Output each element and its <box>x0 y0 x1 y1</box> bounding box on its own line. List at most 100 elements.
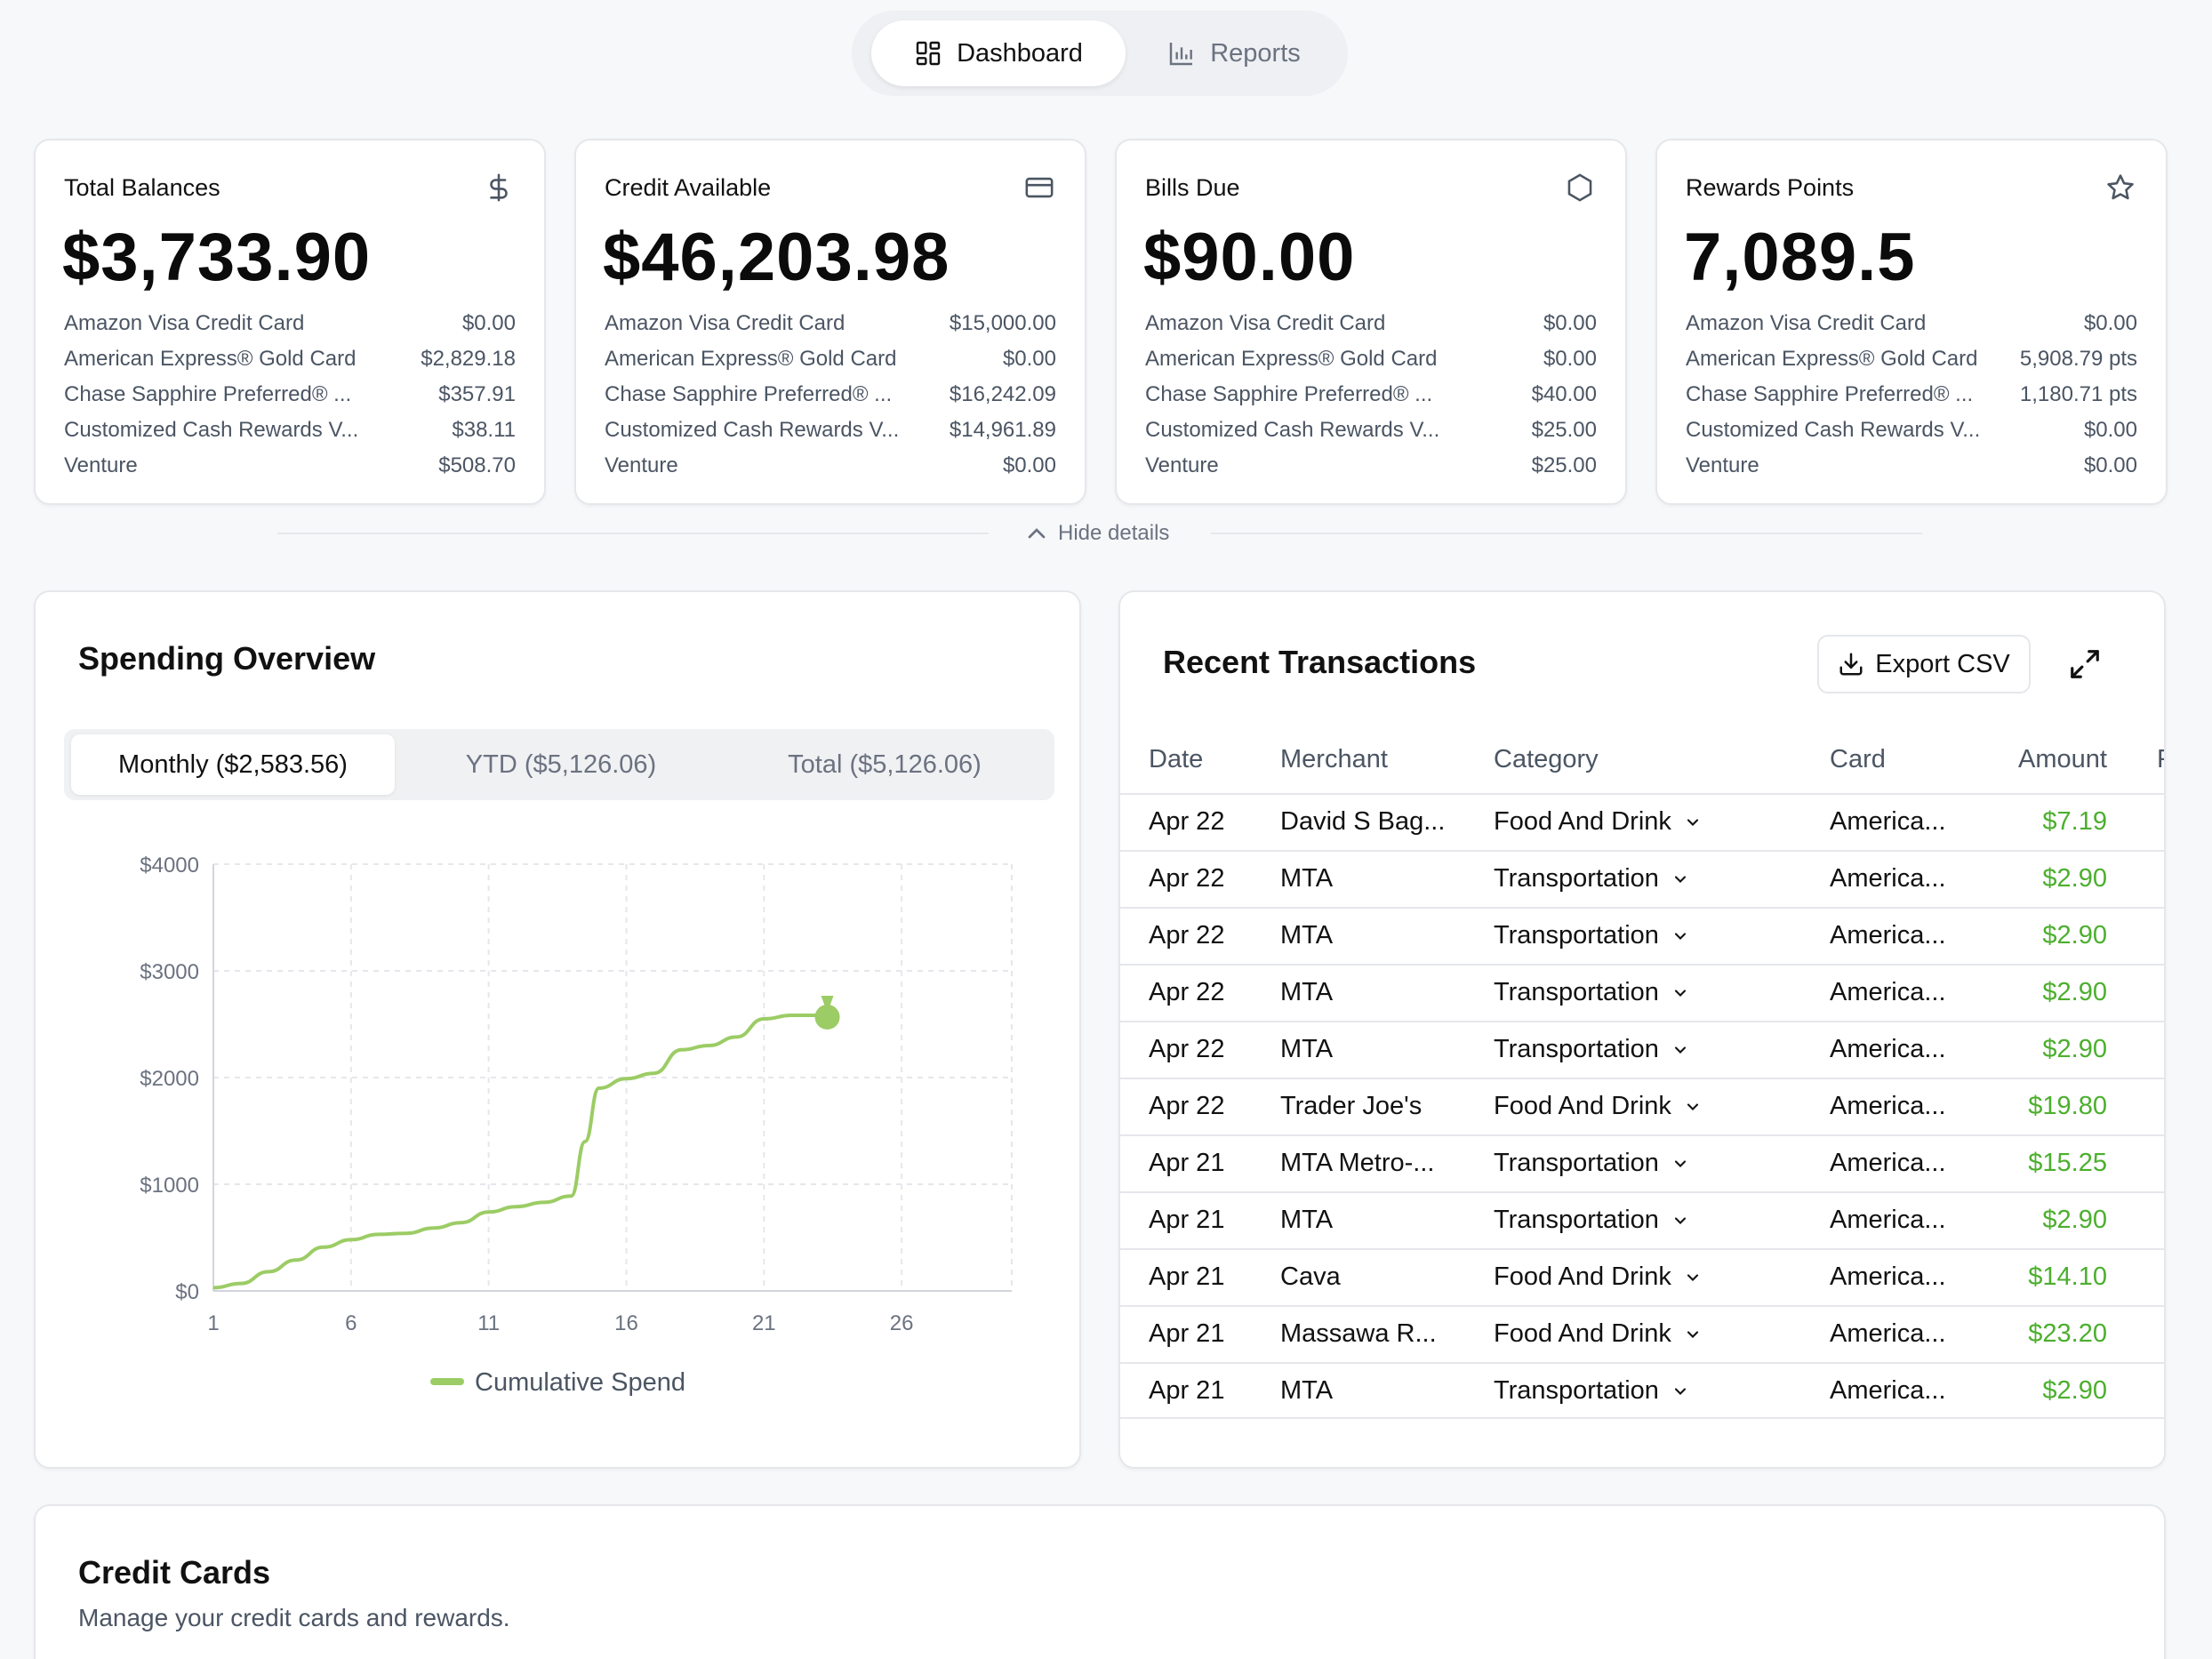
chevron-down-icon <box>1674 1387 1686 1395</box>
tx-category-select[interactable]: Food And Drink <box>1494 1262 1702 1292</box>
summary-row: Customized Cash Rewards V... $0.00 <box>1686 413 2137 448</box>
y-tick-label: $4000 <box>140 854 199 878</box>
table-row[interactable]: Apr 22 MTA Transportation America... $2.90 <box>1120 850 2164 907</box>
tx-amount: $2.90 <box>2042 1206 2107 1234</box>
table-row[interactable]: Apr 22 MTA Transportation America... $2.90 <box>1120 1021 2164 1078</box>
column-header-date[interactable]: Date <box>1149 745 1204 773</box>
expand-icon[interactable] <box>2068 647 2102 681</box>
card-name: American Express® Gold Card <box>1145 347 1438 371</box>
tx-date: Apr 22 <box>1149 1035 1225 1063</box>
table-row[interactable]: Apr 21 Massawa R... Food And Drink America.… <box>1120 1305 2164 1362</box>
card-amount: $40.00 <box>1531 382 1597 406</box>
tab-monthly[interactable]: Monthly ($2,583.56) <box>71 734 395 795</box>
tx-category-select[interactable]: Transportation <box>1494 1149 1689 1178</box>
table-row[interactable]: Apr 22 MTA Transportation America... $2.90 <box>1120 907 2164 964</box>
money-bag-icon <box>814 1004 840 1030</box>
tx-amount: $15.25 <box>2028 1149 2107 1177</box>
table-row[interactable]: Apr 21 MTA Transportation America... $2.90 <box>1120 1362 2164 1419</box>
column-header-card[interactable]: Card <box>1830 745 1886 773</box>
recent-transactions-title: Recent Transactions <box>1163 644 1477 680</box>
tx-category-select[interactable]: Food And Drink <box>1494 1092 1702 1121</box>
tx-card: America... <box>1830 807 1946 836</box>
tx-merchant: MTA <box>1280 1035 1334 1063</box>
table-row[interactable]: Apr 22 David S Bag... Food And Drink Americ… <box>1120 793 2164 850</box>
column-header-category[interactable]: Category <box>1494 745 1599 773</box>
summary-card-value: $46,203.98 <box>603 220 950 295</box>
card-name: Venture <box>64 453 138 477</box>
chevron-down-icon <box>1674 1216 1686 1224</box>
tab-total[interactable]: Total ($5,126.06) <box>788 749 982 779</box>
tx-card: America... <box>1830 1092 1946 1120</box>
transactions-table-header: Date Merchant Category Card Amount F <box>1120 734 2164 788</box>
tx-merchant: MTA <box>1280 978 1334 1006</box>
tx-card: America... <box>1830 1319 1946 1348</box>
card-name: Chase Sapphire Preferred® ... <box>605 382 893 406</box>
tx-date: Apr 22 <box>1149 1092 1225 1120</box>
summary-card-title: Total Balances <box>64 174 220 201</box>
table-row[interactable]: Apr 21 MTA Metro-... Transportation America… <box>1120 1134 2164 1191</box>
tx-category: Transportation <box>1494 921 1659 950</box>
summary-row: Amazon Visa Credit Card $0.00 <box>1686 306 2137 341</box>
tx-category-select[interactable]: Food And Drink <box>1494 1319 1702 1349</box>
card-amount: 1,180.71 pts <box>2019 382 2137 406</box>
column-header-merchant[interactable]: Merchant <box>1280 745 1388 773</box>
column-header-overflow[interactable]: F <box>2157 745 2164 774</box>
card-name: American Express® Gold Card <box>605 347 897 371</box>
summary-row: Chase Sapphire Preferred® ... 1,180.71 pt… <box>1686 377 2137 413</box>
card-amount: $0.00 <box>2083 311 2137 335</box>
chevron-down-icon <box>1687 1273 1698 1281</box>
chevron-down-icon <box>1674 875 1686 883</box>
card-amount: $16,242.09 <box>949 382 1056 406</box>
table-row[interactable]: Apr 21 MTA Transportation America... $2.90 <box>1120 1191 2164 1248</box>
table-row[interactable]: Apr 21 Cava Food And Drink America... $14.10 <box>1120 1248 2164 1305</box>
tx-category-select[interactable]: Transportation <box>1494 1035 1689 1064</box>
tx-category-select[interactable]: Transportation <box>1494 921 1689 950</box>
divider-right <box>1211 533 1922 534</box>
spending-overview-panel: Spending Overview Monthly ($2,583.56) YT… <box>34 590 1081 1469</box>
card-name: Customized Cash Rewards V... <box>605 418 900 442</box>
card-name: Amazon Visa Credit Card <box>605 311 846 335</box>
tx-category-select[interactable]: Transportation <box>1494 864 1689 894</box>
tx-category-select[interactable]: Food And Drink <box>1494 807 1702 837</box>
tx-category: Transportation <box>1494 1206 1659 1234</box>
summary-card-value: $3,733.90 <box>62 220 372 295</box>
tx-date: Apr 21 <box>1149 1206 1225 1234</box>
summary-row: Chase Sapphire Preferred® ... $16,242.09 <box>605 377 1056 413</box>
export-csv-button[interactable]: Export CSV <box>1817 635 2031 693</box>
card-amount: $25.00 <box>1531 453 1597 477</box>
tab-ytd[interactable]: YTD ($5,126.06) <box>465 749 657 779</box>
table-row[interactable]: Apr 22 Trader Joe's Food And Drink America.… <box>1120 1078 2164 1134</box>
tx-merchant: MTA <box>1280 921 1334 950</box>
tx-category-select[interactable]: Transportation <box>1494 1206 1689 1235</box>
card-amount: $14,961.89 <box>949 418 1056 442</box>
hide-details-toggle[interactable]: Hide details <box>1022 519 1169 548</box>
tx-category-select[interactable]: Transportation <box>1494 1376 1689 1406</box>
summary-row: Customized Cash Rewards V... $25.00 <box>1145 413 1597 448</box>
credit-cards-panel: Credit Cards Manage your credit cards an… <box>34 1504 2166 1659</box>
tx-card: America... <box>1830 978 1946 1006</box>
summary-row: American Express® Gold Card $2,829.18 <box>64 341 516 377</box>
y-tick-label: $2000 <box>140 1067 199 1091</box>
summary-card-value: 7,089.5 <box>1684 220 1916 295</box>
table-row[interactable]: Apr 22 MTA Transportation America... $2.90 <box>1120 964 2164 1021</box>
hide-details-label: Hide details <box>1058 521 1170 545</box>
column-header-amount[interactable]: Amount <box>2018 745 2107 773</box>
summary-card-value: $90.00 <box>1143 220 1356 295</box>
card-name: Amazon Visa Credit Card <box>1145 311 1386 335</box>
card-amount: $38.11 <box>452 418 516 442</box>
summary-row: Chase Sapphire Preferred® ... $40.00 <box>1145 377 1597 413</box>
nav-dashboard-tab[interactable]: Dashboard <box>871 20 1126 86</box>
summary-row: American Express® Gold Card $0.00 <box>605 341 1056 377</box>
tx-card: America... <box>1830 864 1946 893</box>
nav-reports-tab[interactable]: Reports <box>1136 20 1332 86</box>
tx-category-select[interactable]: Transportation <box>1494 978 1689 1007</box>
spending-period-tabs: Monthly ($2,583.56) YTD ($5,126.06) Tota… <box>64 729 1054 800</box>
chevron-down-icon <box>1674 932 1686 940</box>
x-tick-label: 21 <box>752 1311 776 1335</box>
chevron-down-icon <box>1687 1330 1698 1338</box>
tx-date: Apr 22 <box>1149 864 1225 893</box>
summary-row: Venture $0.00 <box>1686 448 2137 484</box>
card-amount: $0.00 <box>1543 311 1597 335</box>
tx-merchant: Cava <box>1280 1262 1341 1291</box>
